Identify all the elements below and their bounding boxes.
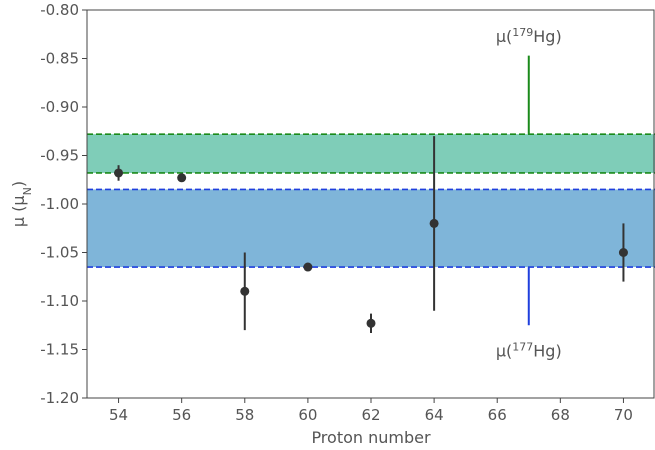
x-tick-label-1: 56: [172, 406, 191, 424]
marker-1-label-post: Hg): [533, 341, 561, 360]
marker-1-label-pre: μ(: [496, 341, 512, 360]
x-tick-label-7: 68: [551, 406, 570, 424]
y-tick-label-8: -0.80: [40, 1, 79, 19]
ticks-layer: 54 56 58 60 62 64 66 68 70 -1.20 -1.15 -1.10 -1.05 -1…: [40, 1, 633, 424]
data-point-4: [366, 318, 376, 328]
band-1: [87, 189, 655, 268]
data-point-0: [114, 168, 124, 178]
y-axis-label: μ (μN): [9, 181, 34, 227]
x-tick-label-6: 66: [488, 406, 507, 424]
x-tick-label-3: 60: [298, 406, 317, 424]
x-tick-label-0: 54: [109, 406, 128, 424]
data-point-5: [429, 218, 439, 228]
marker-0-label-sup: 179: [512, 26, 533, 39]
x-axis-label: Proton number: [311, 428, 431, 447]
x-tick-label-2: 58: [235, 406, 254, 424]
band-0: [87, 134, 655, 173]
marker-0-label-post: Hg): [533, 27, 561, 46]
y-tick-label-6: -0.90: [40, 98, 79, 116]
y-axis-label-sub: N: [21, 187, 34, 195]
data-point-2: [240, 286, 250, 296]
data-point-1: [177, 173, 187, 183]
y-axis-label-main: μ (μ: [9, 195, 28, 227]
y-tick-label-4: -1.00: [40, 195, 79, 213]
y-tick-label-1: -1.15: [40, 341, 79, 359]
data-point-6: [618, 248, 628, 257]
x-tick-label-8: 70: [614, 406, 633, 424]
markers-layer: μ(179Hg)μ(177Hg): [496, 26, 562, 361]
y-tick-label-3: -1.05: [40, 244, 79, 262]
marker-1-label-sup: 177: [512, 340, 533, 353]
y-tick-label-7: -0.85: [40, 50, 79, 68]
y-tick-label-0: -1.20: [40, 389, 79, 407]
y-axis-label-close: ): [9, 181, 28, 187]
bands-layer: [87, 133, 655, 268]
data-point-3: [303, 262, 313, 272]
y-tick-label-2: -1.10: [40, 292, 79, 310]
marker-1-label: μ(177Hg): [496, 340, 562, 361]
y-tick-label-5: -0.95: [40, 147, 79, 165]
marker-0-label-pre: μ(: [496, 27, 512, 46]
marker-0-label: μ(179Hg): [496, 26, 562, 47]
x-tick-label-5: 64: [425, 406, 444, 424]
x-tick-label-4: 62: [361, 406, 380, 424]
points-layer: [114, 136, 628, 334]
